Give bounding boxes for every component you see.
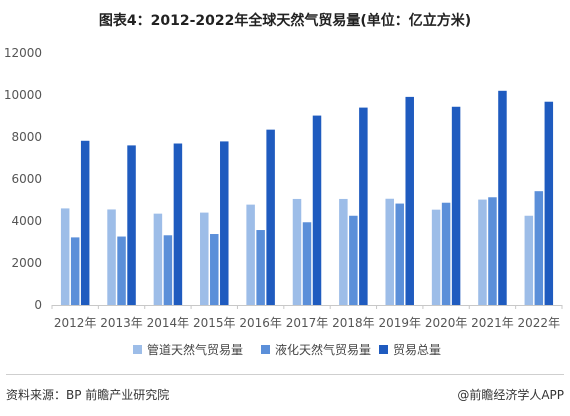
bar-lng — [70, 237, 80, 305]
bar-lng — [163, 235, 173, 305]
bar-pipeline — [478, 199, 487, 305]
legend-label: 液化天然气贸易量 — [275, 342, 371, 357]
chart-title: 图表4：2012-2022年全球天然气贸易量(单位：亿立方米) — [98, 13, 472, 29]
bar-lng — [488, 197, 497, 305]
brand-credit: @前瞻经济学人APP — [457, 388, 564, 402]
bar-lng — [256, 230, 265, 305]
y-axis: 0 2000 4000 6000 8000 10000 12000 — [4, 46, 42, 312]
legend: 管道天然气贸易量 液化天然气贸易量 贸易总量 — [133, 342, 441, 357]
legend-swatch — [261, 345, 270, 354]
x-tick-label: 2014年 — [147, 316, 190, 330]
legend-label: 管道天然气贸易量 — [147, 342, 243, 357]
bar-total — [80, 140, 90, 305]
x-tick-label: 2012年 — [54, 316, 97, 330]
bar-lng — [302, 222, 312, 305]
bar-total — [220, 141, 229, 305]
x-tick-label: 2018年 — [332, 316, 375, 330]
bar-lng — [534, 191, 544, 305]
bar-pipeline — [246, 204, 255, 305]
bar-pipeline — [385, 198, 394, 305]
bar-pipeline — [107, 209, 116, 305]
bar-total — [266, 129, 275, 305]
y-tick-label: 4000 — [11, 214, 42, 228]
x-tick-label: 2019年 — [378, 316, 421, 330]
y-tick-label: 10000 — [4, 88, 42, 102]
x-tick-label: 2020年 — [425, 316, 468, 330]
source-note: 资料来源：BP 前瞻产业研究院 — [6, 388, 170, 402]
bar-total — [544, 101, 554, 305]
bar-pipeline — [431, 209, 441, 305]
x-tick-label: 2015年 — [193, 316, 236, 330]
x-axis: 2012年 2013年 2014年 2015年 2016年 2017年 2018年 2019年… — [51, 305, 563, 330]
bar-lng — [117, 236, 126, 305]
footer-divider — [6, 374, 564, 375]
x-tick-label: 2021年 — [471, 316, 514, 330]
bar-pipeline — [60, 208, 70, 305]
bars — [60, 90, 554, 305]
x-tick-label: 2013年 — [100, 316, 143, 330]
y-tick-label: 0 — [34, 298, 42, 312]
bar-pipeline — [292, 198, 302, 305]
bar-total — [359, 107, 368, 305]
bar-pipeline — [153, 213, 163, 305]
bar-lng — [349, 215, 358, 305]
bar-total — [405, 96, 414, 305]
y-tick-label: 8000 — [11, 130, 42, 144]
bar-lng — [395, 203, 404, 305]
bar-total — [451, 106, 461, 305]
y-tick-label: 12000 — [4, 46, 42, 60]
bar-total — [312, 115, 322, 305]
bar-pipeline — [200, 212, 209, 305]
y-tick-label: 6000 — [11, 172, 42, 186]
legend-swatch — [133, 345, 142, 354]
bar-lng — [210, 234, 219, 305]
bar-total — [498, 90, 507, 305]
bar-pipeline — [339, 198, 348, 305]
x-tick-label: 2016年 — [239, 316, 282, 330]
bar-total — [173, 143, 183, 305]
bar-lng — [441, 202, 451, 305]
bar-total — [127, 145, 136, 305]
legend-swatch — [379, 345, 388, 354]
x-tick-label: 2017年 — [286, 316, 329, 330]
y-tick-label: 2000 — [11, 256, 42, 270]
x-tick-label: 2022年 — [518, 316, 561, 330]
legend-label: 贸易总量 — [393, 343, 441, 357]
bar-pipeline — [524, 215, 534, 305]
